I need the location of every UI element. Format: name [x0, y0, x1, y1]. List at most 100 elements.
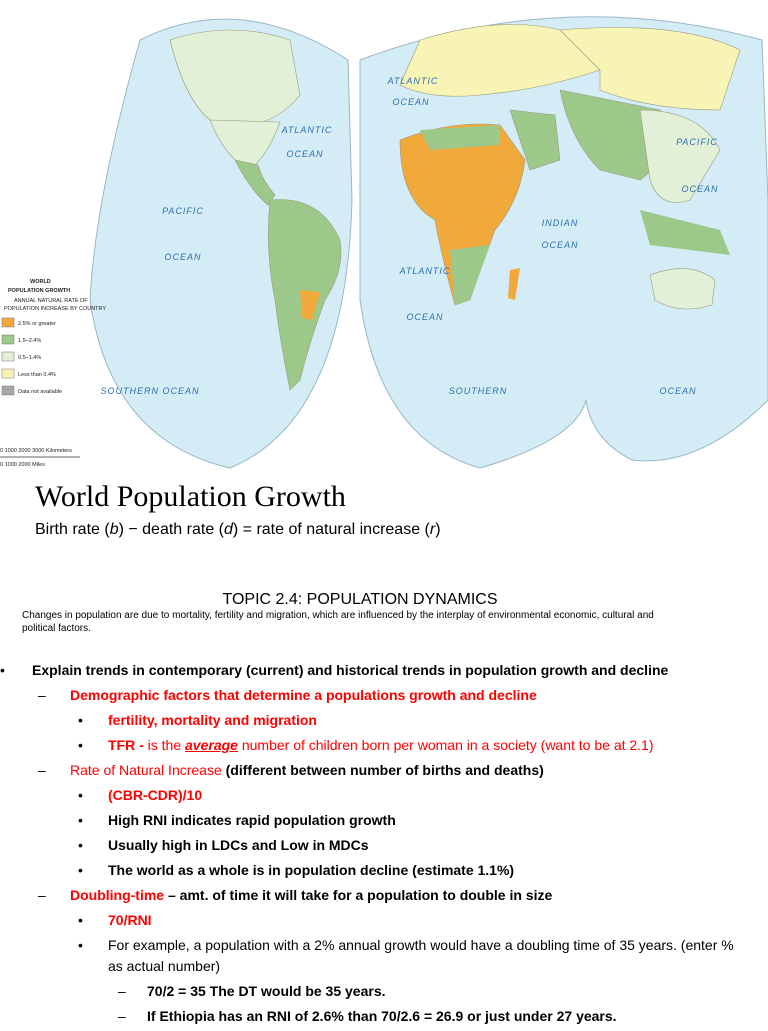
text-run: Usually high in LDCs and Low in MDCs: [108, 837, 369, 853]
legend-title: WORLD: [30, 279, 51, 285]
legend-swatch: [1, 334, 15, 345]
legend-swatch: [1, 385, 15, 396]
text-run: – amt. of time it will take for a popula…: [164, 887, 553, 903]
outline-item: • 70/RNI: [0, 910, 745, 931]
text-run: b: [109, 521, 119, 538]
text-run: (CBR-CDR)/10: [108, 787, 203, 803]
text-run: TFR -: [108, 737, 148, 753]
text-run: Doubling-time: [70, 887, 165, 903]
outline-item: – 70/2 = 35 The DT would be 35 years.: [0, 981, 745, 1002]
text-run: Demographic factors that determine a pop…: [70, 687, 537, 703]
scale-label: 0 1000 2000 Miles: [0, 462, 45, 468]
bullet: •: [78, 737, 83, 753]
text-run: ): [435, 521, 441, 538]
bullet: •: [78, 787, 83, 803]
bullet: –: [118, 983, 126, 999]
legend-label: 2.5% or greater: [18, 321, 56, 327]
outline-item: • Explain trends in contemporary (current…: [0, 660, 745, 681]
text-run: r: [429, 521, 436, 538]
outline-item: • For example, a population with a 2% ann…: [0, 935, 745, 977]
legend-label: Less than 0.4%: [18, 372, 56, 378]
outline-item: – Rate of Natural Increase (different bet…: [0, 760, 745, 781]
scale-label: 0 1000 2000 3000 Kilometers: [0, 448, 72, 454]
ocean-label: ATLANTIC: [281, 125, 333, 135]
land: [300, 290, 320, 320]
land: [399, 24, 601, 97]
topic-heading: TOPIC 2.4: POPULATION DYNAMICS: [222, 591, 498, 608]
outline-item: • (CBR-CDR)/10: [0, 785, 745, 806]
ocean-label: ATLANTIC: [399, 266, 451, 276]
formula: Birth rate (b) − death rate (d) = rate o…: [35, 521, 441, 539]
outline-item: • High RNI indicates rapid population gro…: [0, 810, 745, 831]
text-run: Rate of Natural Increase: [70, 762, 222, 778]
bullet: •: [78, 837, 83, 853]
land: [509, 109, 561, 171]
legend-swatch: [1, 368, 15, 379]
ocean-label: OCEAN: [392, 97, 429, 107]
text-run: d: [223, 521, 233, 538]
bullet: –: [38, 887, 46, 903]
bullet: •: [0, 662, 5, 678]
title: World Population Growth: [35, 480, 346, 513]
text-run: If Ethiopia has an RNI of 2.6% than 70/2…: [147, 1008, 617, 1024]
bullet: •: [78, 912, 83, 928]
text-run: Explain trends in contemporary (current)…: [32, 662, 669, 678]
text-run: fertility, mortality and migration: [108, 712, 317, 728]
outline-item: – Doubling-time – amt. of time it will ta…: [0, 885, 745, 906]
world-map: ATLANTIC OCEAN ATLANTIC OCEAN PACIFIC OC…: [0, 16, 768, 469]
ocean-label: PACIFIC: [162, 206, 204, 216]
text-run: The world as a whole is in population de…: [108, 862, 515, 878]
ocean-label: OCEAN: [659, 386, 696, 396]
text-run: 70/RNI: [108, 912, 152, 928]
land: [234, 159, 276, 206]
ocean-label: OCEAN: [681, 184, 718, 194]
land: [559, 27, 741, 111]
outline-item: • Usually high in LDCs and Low in MDCs: [0, 835, 745, 856]
bullet: •: [78, 712, 83, 728]
outline-item: • fertility, mortality and migration: [0, 710, 745, 731]
bullet: –: [38, 762, 46, 778]
intro-text: Changes in population are due to mortali…: [22, 610, 654, 634]
legend-swatch: [1, 317, 15, 328]
outline-item: – If Ethiopia has an RNI of 2.6% than 70/…: [0, 1006, 745, 1027]
land: [639, 109, 721, 203]
bullet: –: [118, 1008, 126, 1024]
ocean-label: OCEAN: [406, 312, 443, 322]
ocean-label: OCEAN: [286, 149, 323, 159]
bullet: •: [78, 862, 83, 878]
bullet: –: [38, 687, 46, 703]
bullet: •: [78, 937, 83, 953]
text-run: is the: [147, 737, 186, 753]
ocean-label: INDIAN: [542, 218, 579, 228]
ocean-label: OCEAN: [541, 240, 578, 250]
legend-subtitle: ANNUAL NATURAL RATE OF: [14, 298, 88, 304]
bullet: •: [78, 812, 83, 828]
ocean-label: SOUTHERN OCEAN: [100, 386, 199, 396]
outline-item: – Demographic factors that determine a po…: [0, 685, 745, 706]
land: [508, 268, 520, 300]
text-run: High RNI indicates rapid population grow…: [108, 812, 396, 828]
legend-label: 1.5–2.4%: [18, 338, 41, 344]
legend-swatch: [1, 351, 15, 362]
ocean-label: ATLANTIC: [387, 76, 439, 86]
outline-item: • TFR - is the average number of children…: [0, 735, 745, 756]
text-run: Birth rate (: [35, 521, 110, 538]
text-run: average: [185, 737, 238, 753]
text-run: 70/2 = 35 The DT would be 35 years.: [147, 983, 386, 999]
text-run: number of children born per woman in a s…: [237, 737, 654, 753]
text-run: ) = rate of natural increase (: [232, 521, 430, 538]
land: [649, 268, 716, 310]
legend-title: POPULATION GROWTH: [8, 288, 70, 294]
ocean-label: PACIFIC: [676, 137, 718, 147]
legend-subtitle: POPULATION INCREASE BY COUNTRY: [4, 306, 106, 312]
outline-item: • The world as a whole is in population d…: [0, 860, 745, 881]
outline: • Explain trends in contemporary (current…: [0, 660, 768, 1031]
land: [450, 245, 490, 305]
text-run: For example, a population with a 2% annu…: [108, 937, 734, 974]
legend: 2.5% or greater 1.5–2.4% 0.5–1.4% Less than…: [1, 317, 62, 396]
land: [420, 125, 500, 150]
land: [169, 29, 301, 126]
text-run: (different between number of births and …: [221, 762, 544, 778]
land: [640, 210, 730, 255]
